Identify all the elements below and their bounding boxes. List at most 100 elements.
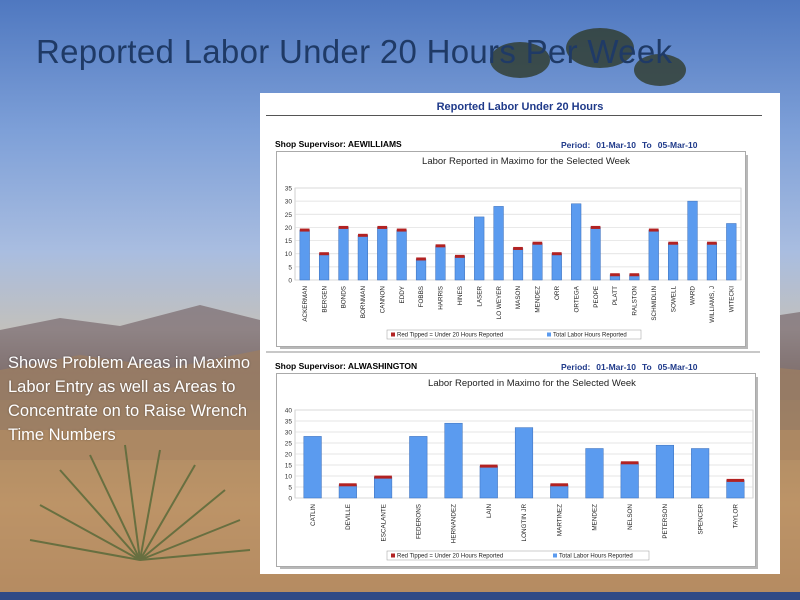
supervisor-2-name: ALWASHINGTON bbox=[347, 361, 418, 371]
period-1: Period: 01-Mar-10 To 05-Mar-10 bbox=[561, 140, 703, 150]
legend-swatch-total bbox=[547, 332, 551, 337]
y-tick-label: 30 bbox=[285, 199, 293, 206]
legend-label-red: Red Tipped = Under 20 Hours Reported bbox=[397, 333, 503, 339]
x-tick-label: ORTEGA bbox=[573, 285, 580, 312]
bar-total bbox=[687, 200, 698, 281]
bar-total bbox=[479, 465, 498, 499]
bar-total bbox=[357, 235, 368, 281]
legend-label-total: Total Labor Hours Reported bbox=[553, 333, 627, 339]
bar-total bbox=[474, 216, 485, 281]
slide-title: Reported Labor Under 20 Hours Per Week bbox=[36, 33, 673, 70]
bar-total bbox=[338, 227, 349, 281]
supervisor-2-label: Shop Supervisor: bbox=[275, 361, 346, 371]
bar-total bbox=[444, 422, 463, 499]
y-tick-label: 20 bbox=[285, 452, 293, 459]
bar-total bbox=[726, 223, 737, 281]
legend-label-red: Red Tipped = Under 20 Hours Reported bbox=[397, 554, 503, 560]
bar-total bbox=[706, 242, 718, 281]
bar-red-tip bbox=[416, 257, 426, 261]
bar-red-tip bbox=[590, 225, 601, 229]
bar-total bbox=[396, 229, 407, 281]
x-tick-label: DEVILLE bbox=[345, 504, 352, 530]
period-1-to: 05-Mar-10 bbox=[657, 140, 698, 150]
x-tick-label: EDDY bbox=[399, 285, 406, 303]
y-tick-label: 10 bbox=[285, 474, 293, 481]
bar-total bbox=[620, 462, 639, 499]
x-tick-label: WARD bbox=[690, 286, 697, 305]
x-tick-label: WILLIAMS, J bbox=[709, 286, 716, 323]
period-1-label: Period: bbox=[561, 140, 591, 150]
bar-red-tip bbox=[454, 254, 465, 258]
x-tick-label: HERNANDEZ bbox=[451, 504, 458, 543]
bar-total bbox=[318, 253, 330, 281]
bar-red-tip bbox=[513, 246, 523, 250]
x-tick-label: MENDEZ bbox=[535, 286, 542, 313]
y-tick-label: 35 bbox=[285, 419, 293, 426]
section-separator bbox=[266, 351, 760, 353]
y-tick-label: 25 bbox=[285, 441, 293, 448]
x-tick-label: HINES bbox=[457, 286, 464, 305]
x-tick-label: WITECKI bbox=[729, 286, 736, 312]
bar-red-tip bbox=[532, 241, 543, 245]
bar-total bbox=[514, 427, 534, 499]
y-tick-label: 0 bbox=[288, 278, 292, 285]
period-2: Period: 01-Mar-10 To 05-Mar-10 bbox=[561, 362, 703, 372]
bar-red-tip bbox=[358, 233, 368, 237]
period-1-to-label: To bbox=[641, 140, 652, 150]
x-tick-label: MASON bbox=[515, 286, 522, 310]
bar-red-tip bbox=[374, 475, 392, 479]
bar-red-tip bbox=[299, 228, 310, 232]
bar-total bbox=[648, 229, 659, 281]
slide-side-text: Shows Problem Areas in Maximo Labor Entr… bbox=[8, 354, 251, 444]
bar-red-tip bbox=[396, 228, 407, 232]
bar-total bbox=[532, 242, 543, 281]
period-2-to-label: To bbox=[641, 362, 652, 372]
x-tick-label: PETERSON bbox=[662, 504, 669, 539]
bar-red-tip bbox=[435, 244, 446, 248]
legend-swatch-red bbox=[391, 553, 395, 558]
y-tick-label: 10 bbox=[285, 251, 293, 258]
bar-total bbox=[303, 436, 322, 499]
y-tick-label: 35 bbox=[285, 186, 293, 193]
bar-red-tip bbox=[377, 225, 388, 229]
legend-swatch-total bbox=[553, 553, 557, 558]
bar-red-tip bbox=[610, 273, 620, 277]
x-tick-label: MENDEZ bbox=[592, 504, 599, 531]
x-tick-label: FOBBS bbox=[418, 286, 425, 307]
supervisor-2-header: Shop Supervisor: ALWASHINGTON bbox=[275, 361, 417, 371]
legend-box bbox=[386, 329, 642, 340]
x-tick-label: HARRIS bbox=[438, 286, 445, 310]
bar-red-tip bbox=[550, 483, 569, 487]
x-tick-label: LASER bbox=[476, 286, 483, 307]
x-tick-label: PEOPE bbox=[593, 286, 600, 308]
bar-total bbox=[571, 203, 582, 281]
chart-1-panel: Labor Reported in Maximo for the Selecte… bbox=[276, 151, 746, 347]
bar-total bbox=[590, 227, 601, 281]
bar-total bbox=[551, 253, 562, 281]
report-panel: Reported Labor Under 20 Hours Shop Super… bbox=[260, 93, 780, 574]
chart-2: Labor Reported in Maximo for the Selecte… bbox=[285, 378, 754, 561]
bar-total bbox=[454, 256, 465, 281]
x-tick-label: CANNON bbox=[379, 286, 386, 314]
legend-box bbox=[386, 550, 650, 561]
bar-total bbox=[377, 227, 388, 281]
bar-total bbox=[374, 476, 393, 499]
bar-total bbox=[299, 229, 310, 281]
period-2-from: 01-Mar-10 bbox=[596, 362, 636, 372]
x-tick-label: SPENCER bbox=[697, 504, 704, 535]
x-tick-label: TAYLOR bbox=[733, 504, 740, 529]
bar-red-tip bbox=[551, 252, 562, 256]
x-tick-label: LONGTIN JR bbox=[521, 504, 528, 542]
report-title-rule bbox=[266, 115, 762, 116]
bar-total bbox=[338, 484, 357, 499]
bar-total bbox=[691, 448, 710, 499]
chart-legend: Red Tipped = Under 20 Hours Reported Tota… bbox=[386, 329, 642, 340]
bar-red-tip bbox=[668, 241, 678, 245]
period-2-to: 05-Mar-10 bbox=[657, 362, 698, 372]
bar-red-tip bbox=[726, 478, 745, 482]
x-tick-label: ESCALANTE bbox=[380, 504, 387, 541]
y-tick-label: 0 bbox=[288, 496, 292, 503]
bar-red-tip bbox=[339, 483, 357, 487]
x-tick-label: NELSON bbox=[627, 504, 634, 530]
bar-red-tip bbox=[629, 273, 640, 277]
